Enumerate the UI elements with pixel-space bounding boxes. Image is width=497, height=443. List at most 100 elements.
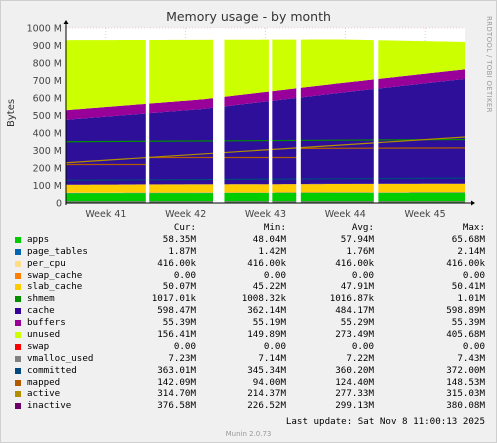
legend-series-name: mapped [27, 376, 61, 388]
y-tick-label: 600 M [33, 94, 62, 105]
legend-cur-value: 0.00 [173, 269, 196, 281]
area-page-tables [66, 192, 465, 194]
legend-table: Cur: Min: Avg: Max: apps 58.35M 48.04M 57.9… [0, 222, 497, 412]
line-inactive [65, 136, 466, 164]
legend-row-shmem: shmem 1017.01k 1008.32k 1016.87k 1.01M [0, 293, 497, 305]
x-tick-label: Week 42 [165, 209, 206, 220]
legend-row-buffers: buffers 55.39M 55.19M 55.29M 55.39M [0, 317, 497, 329]
legend-swatch [15, 403, 21, 410]
legend-header-max: Max: [462, 222, 485, 233]
legend-avg-value: 47.91M [340, 281, 374, 293]
line-mapped [65, 177, 466, 181]
chart-title: Memory usage - by month [166, 9, 331, 24]
y-tick-label: 1000 M [27, 24, 62, 35]
legend-row-swap-cache: swap_cache 0.00 0.00 0.00 0.00 [0, 270, 497, 282]
legend-row-mapped: mapped 142.09M 94.00M 124.40M 148.53M [0, 377, 497, 389]
legend-swatch [15, 308, 21, 315]
legend-max-value: 0.00 [462, 340, 485, 352]
data-gap [213, 28, 225, 203]
legend-avg-value: 0.00 [351, 269, 374, 281]
legend-max-value: 65.68M [451, 233, 485, 245]
memory-area-chart: 0 100 M 200 M 300 M 400 M 500 M 600 M 700 M 800 … [27, 20, 475, 220]
legend-series-name: active [27, 388, 61, 400]
legend-header-avg: Avg: [351, 222, 374, 233]
legend-cur-value: 55.39M [162, 317, 196, 329]
y-axis-arrow [63, 20, 69, 24]
legend-swatch [15, 320, 21, 327]
legend-cur-value: 1017.01k [151, 293, 196, 305]
area-apps [66, 192, 465, 203]
legend-series-name: swap_cache [27, 269, 83, 281]
legend-min-value: 1008.32k [241, 293, 286, 305]
legend-min-value: 7.14M [258, 352, 286, 364]
legend-min-value: 48.04M [252, 233, 286, 245]
legend-row-swap: swap 0.00 0.00 0.00 0.00 [0, 341, 497, 353]
legend-cur-value: 0.00 [173, 340, 196, 352]
legend-swatch [15, 332, 21, 339]
legend-avg-value: 124.40M [335, 376, 374, 388]
y-tick-label: 100 M [33, 181, 62, 192]
legend-cur-value: 416.00k [157, 257, 196, 269]
legend-avg-value: 55.29M [340, 317, 374, 329]
legend-cur-value: 376.58M [157, 400, 196, 412]
legend-min-value: 0.00 [263, 269, 286, 281]
legend-header: Cur: Min: Avg: Max: [0, 222, 497, 234]
legend-series-name: buffers [27, 317, 66, 329]
legend-avg-value: 360.20M [335, 364, 374, 376]
legend-min-value: 416.00k [247, 257, 286, 269]
legend-avg-value: 416.00k [335, 257, 374, 269]
legend-swatch [15, 379, 21, 386]
area-slab-cache [66, 183, 465, 193]
legend-min-value: 45.22M [252, 281, 286, 293]
legend-avg-value: 299.13M [335, 400, 374, 412]
legend-max-value: 50.41M [451, 281, 485, 293]
legend-series-name: inactive [27, 400, 72, 412]
legend-avg-value: 0.00 [351, 340, 374, 352]
legend-avg-value: 273.49M [335, 329, 374, 341]
x-tick-label: Week 41 [85, 209, 126, 220]
legend-max-value: 7.43M [457, 352, 485, 364]
legend-row-unused: unused 156.41M 149.89M 273.49M 405.68M [0, 329, 497, 341]
data-gap [268, 28, 273, 203]
legend-min-value: 1.42M [258, 245, 286, 257]
legend-cur-value: 142.09M [157, 376, 196, 388]
y-tick-label: 300 M [33, 146, 62, 157]
legend-row-inactive: inactive 376.58M 226.52M 299.13M 380.08M [0, 400, 497, 412]
legend-min-value: 345.34M [247, 364, 286, 376]
y-tick-label: 800 M [33, 59, 62, 70]
x-tick-label: Week 44 [325, 209, 366, 220]
legend-swatch [15, 367, 21, 374]
legend-min-value: 94.00M [252, 376, 286, 388]
legend-max-value: 55.39M [451, 317, 485, 329]
data-gap [373, 28, 379, 203]
legend-cur-value: 7.23M [168, 352, 196, 364]
legend-max-value: 416.00k [446, 257, 485, 269]
legend-row-apps: apps 58.35M 48.04M 57.94M 65.68M [0, 234, 497, 246]
legend-avg-value: 484.17M [335, 305, 374, 317]
legend-swatch [15, 391, 21, 398]
legend-min-value: 55.19M [252, 317, 286, 329]
legend-avg-value: 277.33M [335, 388, 374, 400]
legend-series-name: unused [27, 329, 61, 341]
legend-series-name: shmem [27, 293, 55, 305]
area-buffers [66, 69, 465, 120]
legend-min-value: 0.00 [263, 340, 286, 352]
legend-max-value: 598.89M [446, 305, 485, 317]
legend-min-value: 214.37M [247, 388, 286, 400]
legend-swatch [15, 296, 21, 303]
legend-row-committed: committed 363.01M 345.34M 360.20M 372.00M [0, 365, 497, 377]
legend-row-cache: cache 598.47M 362.14M 484.17M 598.89M [0, 305, 497, 317]
legend-header-min: Min: [263, 222, 286, 233]
data-gap [145, 28, 150, 203]
legend-swatch [15, 248, 21, 255]
area-unused [66, 39, 465, 111]
y-tick-label: 0 [56, 199, 62, 210]
legend-swatch [15, 272, 21, 279]
y-tick-label: 900 M [33, 41, 62, 52]
area-cache [66, 78, 465, 185]
legend-min-value: 149.89M [247, 329, 286, 341]
munin-version: Munin 2.0.73 [225, 430, 272, 438]
legend-max-value: 372.00M [446, 364, 485, 376]
y-tick-label: 500 M [33, 111, 62, 122]
legend-max-value: 315.03M [446, 388, 485, 400]
